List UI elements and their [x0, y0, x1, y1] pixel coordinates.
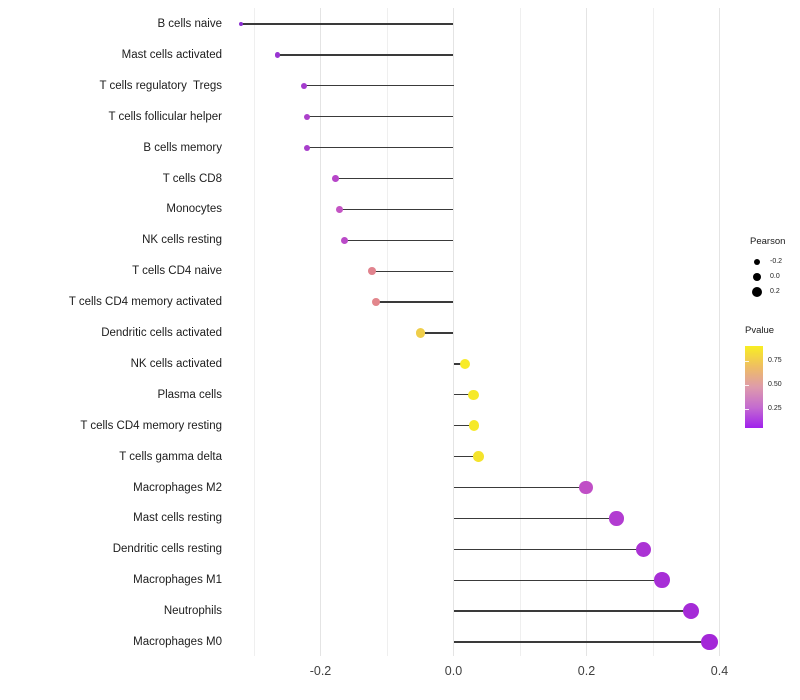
legend-color-title: Pvalue: [745, 325, 775, 336]
x-tick-label: 0.0: [444, 664, 463, 678]
lollipop-stem: [453, 579, 663, 581]
gridline: [386, 8, 388, 656]
legend-size-dot: [754, 259, 760, 265]
gridline: [519, 8, 521, 656]
lollipop-stem: [453, 363, 465, 365]
legend-gradient-tick: [745, 361, 749, 362]
legend-color-label: 0.75: [768, 357, 782, 364]
category-label: B cells memory: [143, 141, 222, 154]
x-tick-label: -0.2: [309, 664, 332, 678]
category-label: Macrophages M1: [133, 574, 222, 587]
lollipop-stem: [344, 239, 454, 241]
lollipop-stem: [303, 85, 454, 87]
x-tick-label: 0.2: [577, 664, 596, 678]
legend-gradient-tick: [745, 385, 749, 386]
legend-size-title: Pearson: [750, 236, 786, 247]
pvalue-gradient-bar: [745, 346, 763, 428]
lollipop-dot: [701, 633, 718, 651]
category-label: Dendritic cells activated: [101, 327, 222, 339]
category-label: T cells CD4 memory activated: [68, 296, 222, 309]
lollipop-dot: [368, 267, 377, 276]
category-label: Neutrophils: [163, 605, 222, 618]
category-label: T cells regulatory Tregs: [99, 79, 222, 92]
lollipop-stem: [240, 23, 454, 25]
lollipop-dot: [304, 144, 311, 151]
lollipop-stem: [375, 301, 454, 303]
category-label: Plasma cells: [157, 388, 222, 401]
gridline: [586, 8, 587, 656]
lollipop-stem: [335, 177, 454, 180]
lollipop-stem: [277, 54, 454, 56]
lollipop-dot: [459, 358, 470, 370]
lollipop-dot: [340, 236, 348, 244]
lollipop-stem: [306, 116, 454, 118]
lollipop-stem: [453, 425, 475, 427]
lollipop-stem: [453, 486, 586, 489]
gridline: [453, 8, 454, 656]
category-label: T cells CD4 memory resting: [80, 419, 222, 432]
legend-size-label: 0.0: [770, 273, 780, 280]
category-label: T cells CD4 naive: [132, 265, 222, 278]
lollipop-dot: [416, 328, 426, 338]
lollipop-dot: [468, 389, 479, 401]
lollipop-stem: [453, 610, 691, 612]
lollipop-stem: [453, 455, 479, 458]
lollipop-stem: [307, 146, 454, 149]
category-label: Monocytes: [166, 203, 222, 216]
category-label: T cells gamma delta: [119, 450, 222, 463]
legend-size-label: 0.2: [770, 288, 780, 295]
gridline: [652, 8, 654, 656]
lollipop-stem: [453, 394, 474, 396]
legend-size-label: -0.2: [770, 258, 783, 265]
lollipop-dot: [332, 175, 340, 182]
lollipop-dot: [682, 602, 700, 620]
gridline: [253, 8, 255, 656]
lollipop-dot: [609, 511, 624, 526]
lollipop-stem: [372, 270, 454, 272]
category-label: Macrophages M2: [133, 481, 222, 494]
lollipop-dot: [300, 82, 307, 89]
category-label: Mast cells activated: [121, 48, 222, 61]
lollipop-stem: [339, 208, 454, 211]
category-label: Dendritic cells resting: [112, 543, 222, 556]
category-label: NK cells activated: [130, 357, 222, 370]
lollipop-stem: [453, 641, 710, 643]
lollipop-stem: [420, 332, 454, 334]
lollipop-dot: [238, 21, 243, 27]
legend-size-dot: [752, 287, 762, 297]
lollipop-dot: [303, 113, 310, 120]
lollipop-dot: [473, 451, 485, 462]
lollipop-dot: [335, 205, 343, 213]
lollipop-stem: [453, 517, 617, 520]
lollipop-dot: [579, 480, 593, 495]
lollipop-dot: [654, 572, 671, 588]
legend-size-dot: [753, 273, 761, 281]
category-label: T cells follicular helper: [108, 110, 222, 123]
lollipop-stem: [453, 548, 644, 550]
gridline: [320, 8, 321, 656]
category-label: B cells naive: [157, 18, 222, 30]
lollipop-dot: [636, 541, 652, 557]
legend-color-label: 0.25: [768, 405, 782, 412]
legend-color-label: 0.50: [768, 381, 782, 388]
x-tick-label: 0.4: [710, 664, 729, 678]
category-label: Mast cells resting: [133, 512, 222, 525]
lollipop-dot: [274, 52, 280, 58]
category-label: Macrophages M0: [133, 636, 222, 648]
category-label: T cells CD8: [162, 172, 222, 185]
gridline: [719, 8, 720, 656]
lollipop-dot: [468, 420, 480, 431]
category-label: NK cells resting: [142, 234, 222, 247]
lollipop-dot: [371, 298, 380, 307]
legend-gradient-tick: [745, 409, 749, 410]
